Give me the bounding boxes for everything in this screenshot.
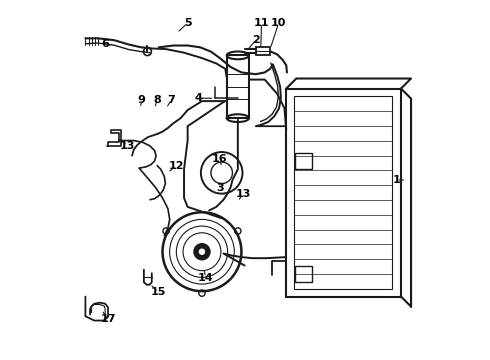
Text: 4: 4 [195, 93, 202, 103]
Text: 14: 14 [198, 273, 213, 283]
Circle shape [198, 248, 206, 256]
Text: 5: 5 [184, 18, 192, 28]
Text: 13: 13 [120, 140, 135, 150]
Text: 9: 9 [138, 95, 146, 105]
Circle shape [194, 244, 210, 260]
Text: 10: 10 [271, 18, 286, 28]
Text: 15: 15 [150, 287, 166, 297]
Text: 12: 12 [169, 161, 184, 171]
Text: 17: 17 [100, 314, 116, 324]
Text: 16: 16 [212, 154, 228, 164]
Text: 1: 1 [392, 175, 400, 185]
Text: 3: 3 [216, 183, 224, 193]
Text: 2: 2 [252, 35, 260, 45]
Text: 13: 13 [236, 189, 251, 199]
Text: 7: 7 [168, 95, 175, 105]
Text: 11: 11 [254, 18, 269, 28]
Text: 6: 6 [101, 40, 109, 49]
Text: 8: 8 [153, 95, 161, 105]
